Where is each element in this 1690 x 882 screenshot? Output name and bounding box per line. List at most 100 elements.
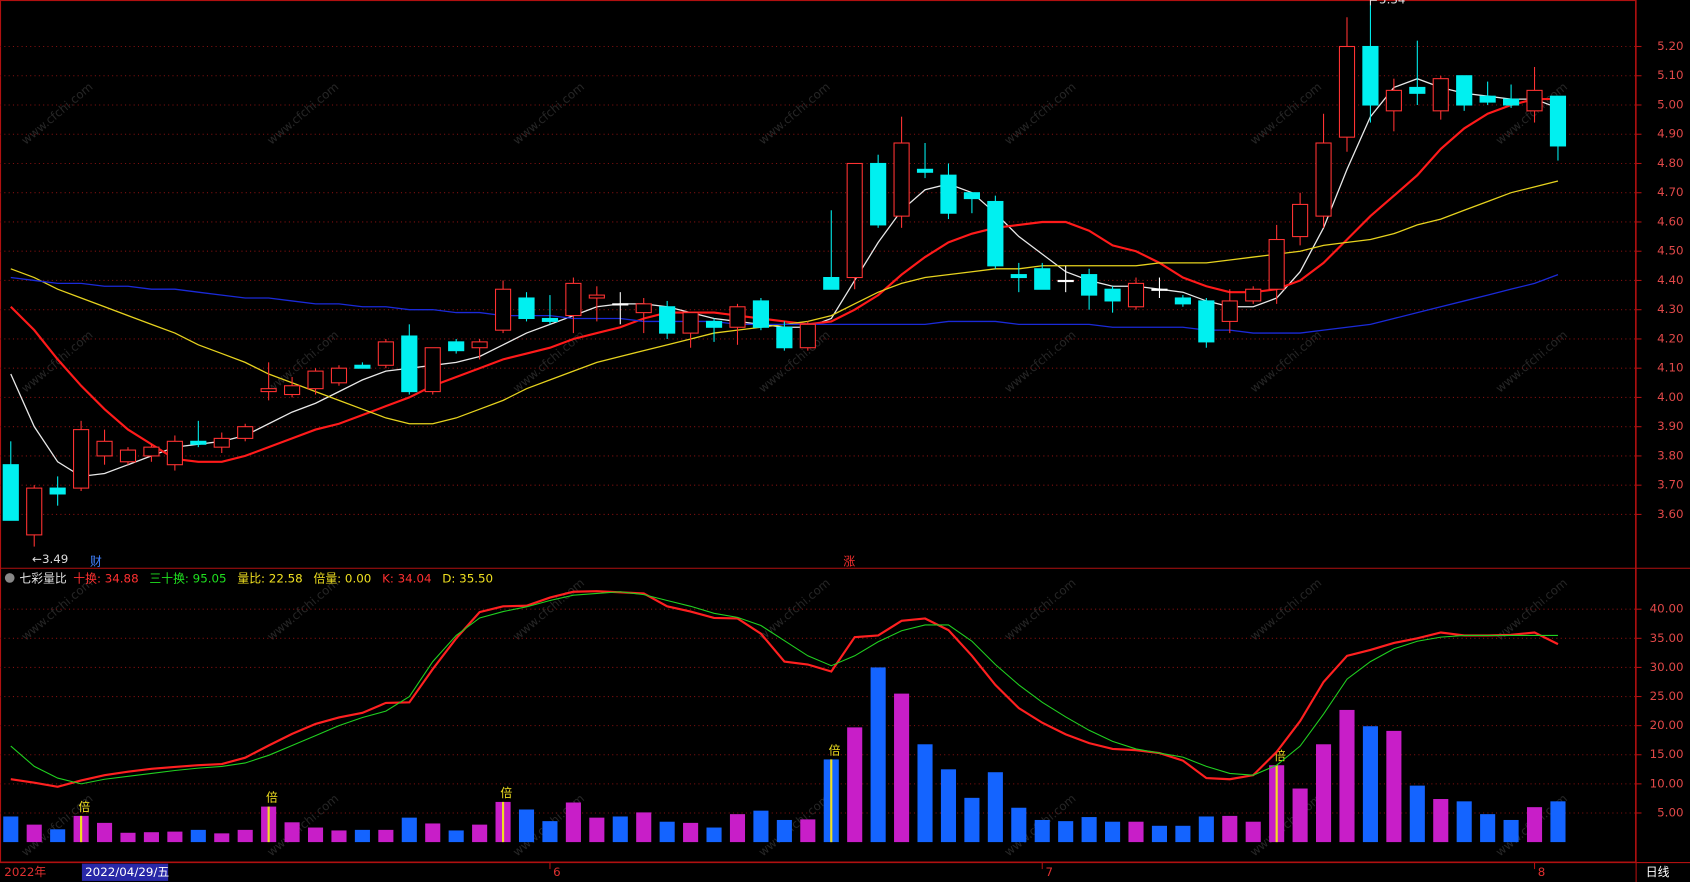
candle-body bbox=[588, 294, 605, 299]
candle-body bbox=[471, 341, 488, 349]
candle-body bbox=[307, 370, 324, 390]
candle-body bbox=[940, 174, 957, 214]
volume-bar bbox=[1034, 819, 1050, 843]
volume-bar bbox=[917, 744, 933, 843]
candle-body bbox=[1456, 75, 1473, 106]
candle-body bbox=[354, 364, 371, 369]
candle-body bbox=[119, 449, 137, 463]
y-tick-label: 35.00 bbox=[1650, 631, 1684, 645]
volume-bar bbox=[26, 824, 42, 843]
candle-body bbox=[565, 282, 582, 317]
volume-bar bbox=[1222, 815, 1238, 843]
flag-label: 倍 bbox=[1274, 749, 1286, 763]
candle-body bbox=[729, 306, 746, 328]
volume-bar bbox=[1503, 819, 1519, 843]
volume-bar bbox=[1456, 801, 1472, 843]
event-marker: 财 bbox=[90, 554, 102, 568]
candle-body bbox=[635, 303, 652, 314]
candle-body bbox=[284, 385, 301, 396]
candle-body bbox=[659, 306, 676, 334]
volume-bar bbox=[3, 816, 19, 843]
volume-bar bbox=[378, 829, 394, 843]
volume-bar bbox=[1526, 807, 1543, 843]
y-tick-label: 4.40 bbox=[1657, 273, 1683, 287]
y-tick-label: 4.00 bbox=[1657, 390, 1683, 404]
volume-bar bbox=[800, 819, 816, 843]
volume-bar bbox=[847, 727, 863, 843]
y-tick-label: 4.70 bbox=[1657, 185, 1683, 199]
candle-body bbox=[823, 276, 840, 290]
volume-bar bbox=[331, 830, 347, 843]
y-tick-label: 40.00 bbox=[1650, 602, 1684, 616]
y-tick-label: 15.00 bbox=[1650, 747, 1684, 761]
candle-body bbox=[213, 437, 230, 448]
cursor-date-box bbox=[81, 863, 169, 881]
candle-body bbox=[73, 429, 90, 489]
candle-body bbox=[1010, 274, 1027, 279]
candle-body bbox=[260, 388, 277, 393]
candle-body bbox=[916, 168, 934, 173]
volume-bar bbox=[729, 814, 746, 843]
indicator-menu-icon[interactable] bbox=[4, 573, 15, 583]
candle-body bbox=[1151, 288, 1168, 291]
period-label[interactable]: 日线 bbox=[1646, 865, 1670, 879]
y-tick-label: 10.00 bbox=[1650, 776, 1684, 790]
high-pointer bbox=[1369, 0, 1377, 6]
volume-bar bbox=[894, 693, 910, 843]
volume-bar bbox=[1151, 825, 1167, 843]
candle-body bbox=[143, 446, 160, 457]
indicator-readout: D: 35.50 bbox=[442, 572, 493, 586]
y-tick-label: 4.20 bbox=[1657, 331, 1683, 345]
indicator-readout: 三十换: 95.05 bbox=[149, 572, 226, 586]
y-tick-label: 5.20 bbox=[1657, 39, 1683, 53]
candle-body bbox=[1198, 300, 1215, 343]
y-tick-label: 30.00 bbox=[1650, 660, 1684, 674]
candle-body bbox=[1315, 142, 1332, 217]
volume-bar bbox=[1058, 821, 1074, 843]
volume-bar bbox=[870, 667, 886, 843]
x-tick-label: 7 bbox=[1045, 865, 1053, 879]
volume-bar bbox=[1480, 814, 1496, 843]
volume-bar bbox=[214, 833, 230, 843]
volume-bar bbox=[1011, 807, 1027, 843]
x-tick-label: 8 bbox=[1538, 865, 1546, 879]
candle-body bbox=[705, 320, 723, 328]
volume-bar bbox=[97, 822, 113, 843]
candle-body bbox=[799, 323, 816, 349]
volume-bar bbox=[589, 817, 605, 843]
y-tick-label: 4.90 bbox=[1657, 127, 1683, 141]
volume-bar bbox=[1316, 744, 1332, 843]
y-tick-label: 5.00 bbox=[1657, 97, 1683, 111]
x-tick-label: 6 bbox=[553, 865, 561, 879]
candle-body bbox=[1081, 274, 1098, 296]
candle-body bbox=[1057, 279, 1074, 283]
volume-bar bbox=[120, 832, 136, 843]
candle-body bbox=[1338, 45, 1356, 138]
flag-label: 倍 bbox=[266, 790, 278, 804]
volume-bar bbox=[1362, 726, 1378, 843]
candle-body bbox=[1174, 297, 1191, 305]
candle-body bbox=[1385, 89, 1402, 112]
y-tick-label: 5.10 bbox=[1657, 68, 1683, 82]
volume-bar bbox=[1081, 817, 1097, 843]
candle-body bbox=[330, 367, 348, 384]
volume-bar bbox=[659, 821, 675, 843]
candle-body bbox=[1268, 238, 1285, 290]
volume-bar bbox=[190, 829, 206, 843]
indicator-title: 七彩量比 bbox=[19, 572, 67, 586]
volume-bar bbox=[472, 824, 488, 843]
volume-bar bbox=[683, 822, 699, 843]
flag-label: 倍 bbox=[829, 743, 841, 757]
candle-body bbox=[776, 326, 793, 349]
candle-body bbox=[1362, 45, 1379, 106]
volume-bar bbox=[1198, 816, 1214, 843]
y-tick-label: 3.90 bbox=[1657, 419, 1683, 433]
candle-body bbox=[166, 440, 183, 466]
candle-body bbox=[612, 303, 629, 306]
volume-bar bbox=[1245, 821, 1261, 843]
volume-bar bbox=[964, 797, 980, 843]
low-label: ←3.49 bbox=[32, 552, 68, 566]
volume-bar bbox=[1386, 730, 1402, 843]
indicator-line bbox=[10, 591, 1558, 785]
